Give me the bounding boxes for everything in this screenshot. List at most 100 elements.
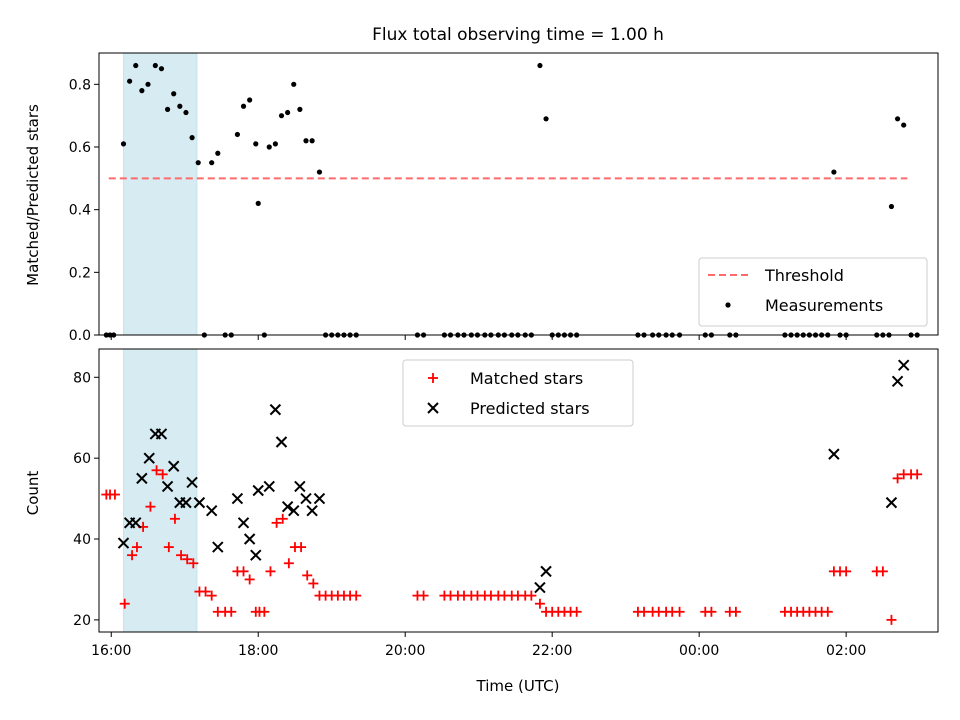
predicted-star-point <box>534 581 546 594</box>
y-tick-label: 0.0 <box>69 328 91 344</box>
highlight-band <box>122 52 198 336</box>
legend-box <box>698 257 928 327</box>
predicted-star-point <box>263 480 275 493</box>
matched-star-point <box>639 606 650 617</box>
matched-star-point <box>206 590 217 601</box>
predicted-star-point <box>180 496 192 509</box>
predicted-star-point <box>306 505 318 517</box>
count-y-axis: 20 40 60 80 <box>73 370 99 629</box>
matched-star-point <box>418 590 429 601</box>
predicted-star-point <box>143 452 155 464</box>
measurement-point <box>309 138 315 144</box>
matched-star-point <box>182 554 193 565</box>
matched-star-point <box>822 606 833 617</box>
matched-star-point <box>119 598 130 609</box>
count-legend: Matched stars Predicted stars <box>402 359 634 427</box>
measurement-point <box>303 138 309 144</box>
x-tick-label: 22:00 <box>532 643 572 659</box>
measurement-point <box>158 66 165 72</box>
measurement-point <box>285 109 291 116</box>
measurement-point <box>240 103 247 109</box>
measurement-point <box>291 81 297 87</box>
matched-star-point <box>226 606 237 617</box>
measurement-point <box>127 78 133 84</box>
matched-star-point <box>200 586 211 597</box>
predicted-star-point <box>161 480 174 493</box>
predicted-star-point <box>252 484 264 497</box>
matched-star-point <box>188 558 199 569</box>
measurement-point <box>234 131 241 138</box>
matched-star-point <box>534 598 545 609</box>
matched-star-point <box>302 570 313 581</box>
x-tick-label: 20:00 <box>385 643 425 659</box>
matched-star-point <box>127 550 138 561</box>
ratio-plot-frame <box>98 52 939 336</box>
predicted-star-point <box>269 403 282 416</box>
measurement-point <box>278 113 285 119</box>
measurement-point <box>133 62 139 69</box>
predicted-star-point <box>250 549 262 561</box>
measurement-point <box>120 141 127 147</box>
count-plot-frame <box>98 348 939 633</box>
ratio-legend: Threshold Measurements <box>698 257 928 327</box>
matched-star-point <box>157 469 168 480</box>
predicted-star-point <box>891 375 904 388</box>
predicted-star-point <box>313 492 326 505</box>
predicted-star-point <box>294 480 306 493</box>
matched-star-point <box>131 542 142 553</box>
measurement-point <box>195 160 201 166</box>
matched-star-point <box>283 558 294 569</box>
measurement-point <box>164 106 171 112</box>
measurement-point <box>543 116 549 122</box>
matched-star-point <box>296 542 307 553</box>
measurement-point <box>253 141 259 147</box>
measurement-point <box>177 103 183 109</box>
measurement-point <box>831 169 837 175</box>
predicted-star-point <box>136 472 148 485</box>
predicted-star-point <box>275 436 288 448</box>
matched-star-point <box>886 614 897 625</box>
time-x-axis: 16:00 18:00 20:00 22:00 00:00 02:00 <box>91 632 866 659</box>
predicted-star-point <box>885 496 898 509</box>
x-tick-label: 18:00 <box>238 643 278 659</box>
y-tick-label: 0.2 <box>69 265 91 281</box>
ratio-panel: 0.00.20.40.60.8 Matched/Predicted stars … <box>24 52 939 344</box>
predicted-star-point <box>237 517 250 529</box>
predicted-star-point <box>828 448 840 460</box>
measurement-point <box>537 62 543 69</box>
legend-box <box>402 359 634 427</box>
measurement-point <box>209 160 215 166</box>
matched-star-point <box>526 590 537 601</box>
matched-star-point <box>877 566 888 577</box>
measurement-point <box>189 135 195 141</box>
legend-measurement-label: Measurements <box>765 296 883 315</box>
predicted-star-point <box>231 492 244 505</box>
count-points <box>101 359 923 625</box>
legend-predicted-swatch <box>427 402 439 414</box>
x-tick-label: 00:00 <box>679 643 719 659</box>
measurement-point <box>183 109 189 116</box>
predicted-star-point <box>193 496 206 509</box>
legend-predicted-label: Predicted stars <box>470 399 590 418</box>
legend-measurement-swatch <box>725 302 731 308</box>
matched-star-point <box>277 513 288 524</box>
predicted-star-point <box>540 565 552 578</box>
matched-star-point <box>892 473 903 484</box>
matched-star-point <box>730 606 741 617</box>
matched-star-point <box>674 606 685 617</box>
measurement-point <box>901 122 907 128</box>
predicted-star-point <box>117 537 130 549</box>
measurement-point <box>171 91 177 97</box>
predicted-star-point <box>281 500 294 513</box>
predicted-star-point <box>897 359 910 371</box>
predicted-star-point <box>186 476 198 489</box>
matched-star-point <box>841 566 852 577</box>
matched-star-point <box>912 469 923 480</box>
x-tick-label: 02:00 <box>826 643 866 659</box>
measurement-point <box>272 141 278 147</box>
measurement-point <box>247 97 253 103</box>
matched-star-point <box>265 566 276 577</box>
predicted-star-point <box>168 460 180 472</box>
matched-star-point <box>151 465 162 476</box>
